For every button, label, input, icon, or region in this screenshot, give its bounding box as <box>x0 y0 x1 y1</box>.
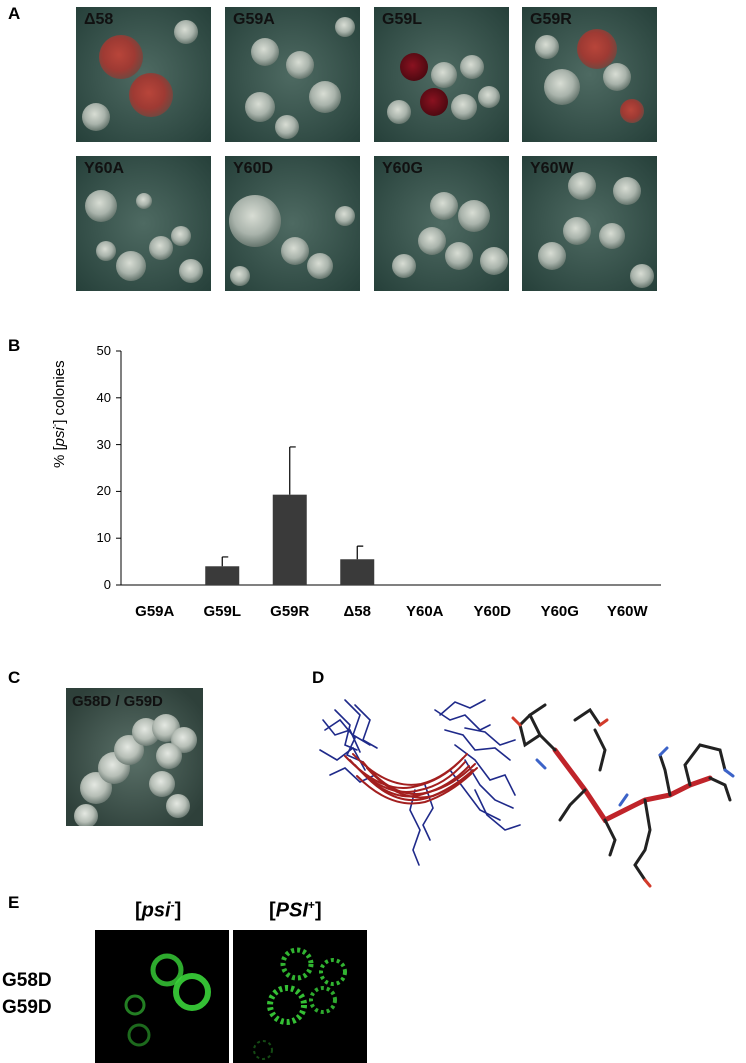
y-tick-label: 0 <box>103 577 111 592</box>
x-tick-label: Y60A <box>405 603 444 620</box>
x-tick-label: Y60G <box>540 603 579 620</box>
x-tick-label: Y60D <box>473 603 512 620</box>
y-tick-label: 40 <box>96 389 111 405</box>
colony-image <box>76 156 211 291</box>
bar <box>340 559 375 585</box>
micrograph-image <box>253 947 347 1060</box>
panel-e-micrograph-psi-minus <box>95 930 229 1063</box>
x-tick-label: G59L <box>203 603 242 620</box>
y-tick-label: 30 <box>96 436 111 452</box>
colony-label: Y60A <box>84 160 125 177</box>
panel-c-label: G58D / G59D <box>72 693 163 710</box>
y-tick-label: 10 <box>96 530 111 546</box>
y-tick-label: 20 <box>96 483 111 499</box>
colony-label: G59R <box>530 11 572 28</box>
colony-photo: Y60D <box>225 156 360 291</box>
panel-letter-b: B <box>8 336 21 355</box>
panel-letter-a: A <box>8 4 21 23</box>
bar <box>272 494 307 585</box>
error-bar <box>289 446 296 495</box>
colony-image <box>66 688 203 826</box>
bar <box>205 566 240 585</box>
colony-image <box>522 7 657 142</box>
x-tick-label: G59R <box>270 603 310 620</box>
colony-photo: G59R <box>522 7 657 142</box>
error-bar <box>221 556 229 567</box>
panel-letter-d: D <box>312 668 325 687</box>
micrograph-image <box>124 953 211 1047</box>
colony-photo: Δ58 <box>76 7 211 142</box>
panel-c-colony-photo: G58D / G59D <box>66 688 203 826</box>
colony-label: G59L <box>382 11 423 28</box>
colony-image <box>76 7 211 142</box>
panel-letter-e: E <box>8 893 20 912</box>
panel-d-structure <box>319 699 735 888</box>
stick-model <box>511 703 735 888</box>
bar-chart <box>116 350 661 586</box>
panel-e-col1-header: [psi-] <box>135 898 182 922</box>
x-tick-label: Y60W <box>606 603 648 620</box>
colony-label: G59A <box>233 11 275 28</box>
error-bar <box>356 545 364 560</box>
panel-e-col2-header: [PSI+] <box>269 898 322 922</box>
colony-image <box>522 156 657 291</box>
x-tick-label: Δ58 <box>343 603 371 620</box>
colony-photo: G59L <box>374 7 509 142</box>
panel-e-row-label-line2: G59D <box>2 997 52 1018</box>
colony-label: Y60D <box>233 160 274 177</box>
panel-e-row-label-line1: G58D <box>2 970 52 991</box>
y-tick-label: 50 <box>96 343 111 358</box>
panel-letter-c: C <box>8 668 21 687</box>
colony-image <box>374 7 509 142</box>
colony-label: Y60W <box>530 160 574 177</box>
y-axis-label: % [psi-] colonies <box>50 360 68 468</box>
x-tick-label: G59A <box>135 603 175 620</box>
colony-photo: G59A <box>225 7 360 142</box>
colony-photo: Y60G <box>374 156 509 291</box>
colony-image <box>374 156 509 291</box>
panel-e-micrograph-psi-plus <box>233 930 367 1063</box>
ensemble-backbones <box>319 699 521 866</box>
colony-image <box>225 7 360 142</box>
colony-label: Δ58 <box>84 11 114 28</box>
colony-photo: Y60A <box>76 156 211 291</box>
colony-label: Y60G <box>382 160 423 177</box>
colony-photo: Y60W <box>522 156 657 291</box>
colony-image <box>225 156 360 291</box>
